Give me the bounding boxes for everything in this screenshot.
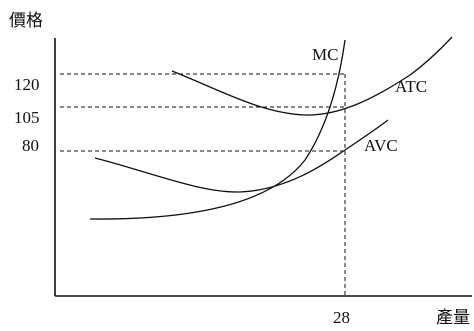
y-tick-105: 105 bbox=[14, 108, 40, 127]
avc-label: AVC bbox=[364, 136, 398, 155]
x-axis-title: 產量 bbox=[436, 308, 470, 326]
y-axis-title: 價格 bbox=[9, 11, 43, 30]
y-tick-80: 80 bbox=[22, 136, 39, 155]
atc-curve bbox=[171, 36, 453, 116]
atc-label: ATC bbox=[395, 77, 427, 96]
x-tick-28: 28 bbox=[333, 308, 350, 326]
avc-curve bbox=[94, 119, 389, 193]
y-tick-120: 120 bbox=[14, 75, 40, 94]
mc-curve bbox=[89, 39, 346, 220]
mc-label: MC bbox=[312, 45, 338, 64]
